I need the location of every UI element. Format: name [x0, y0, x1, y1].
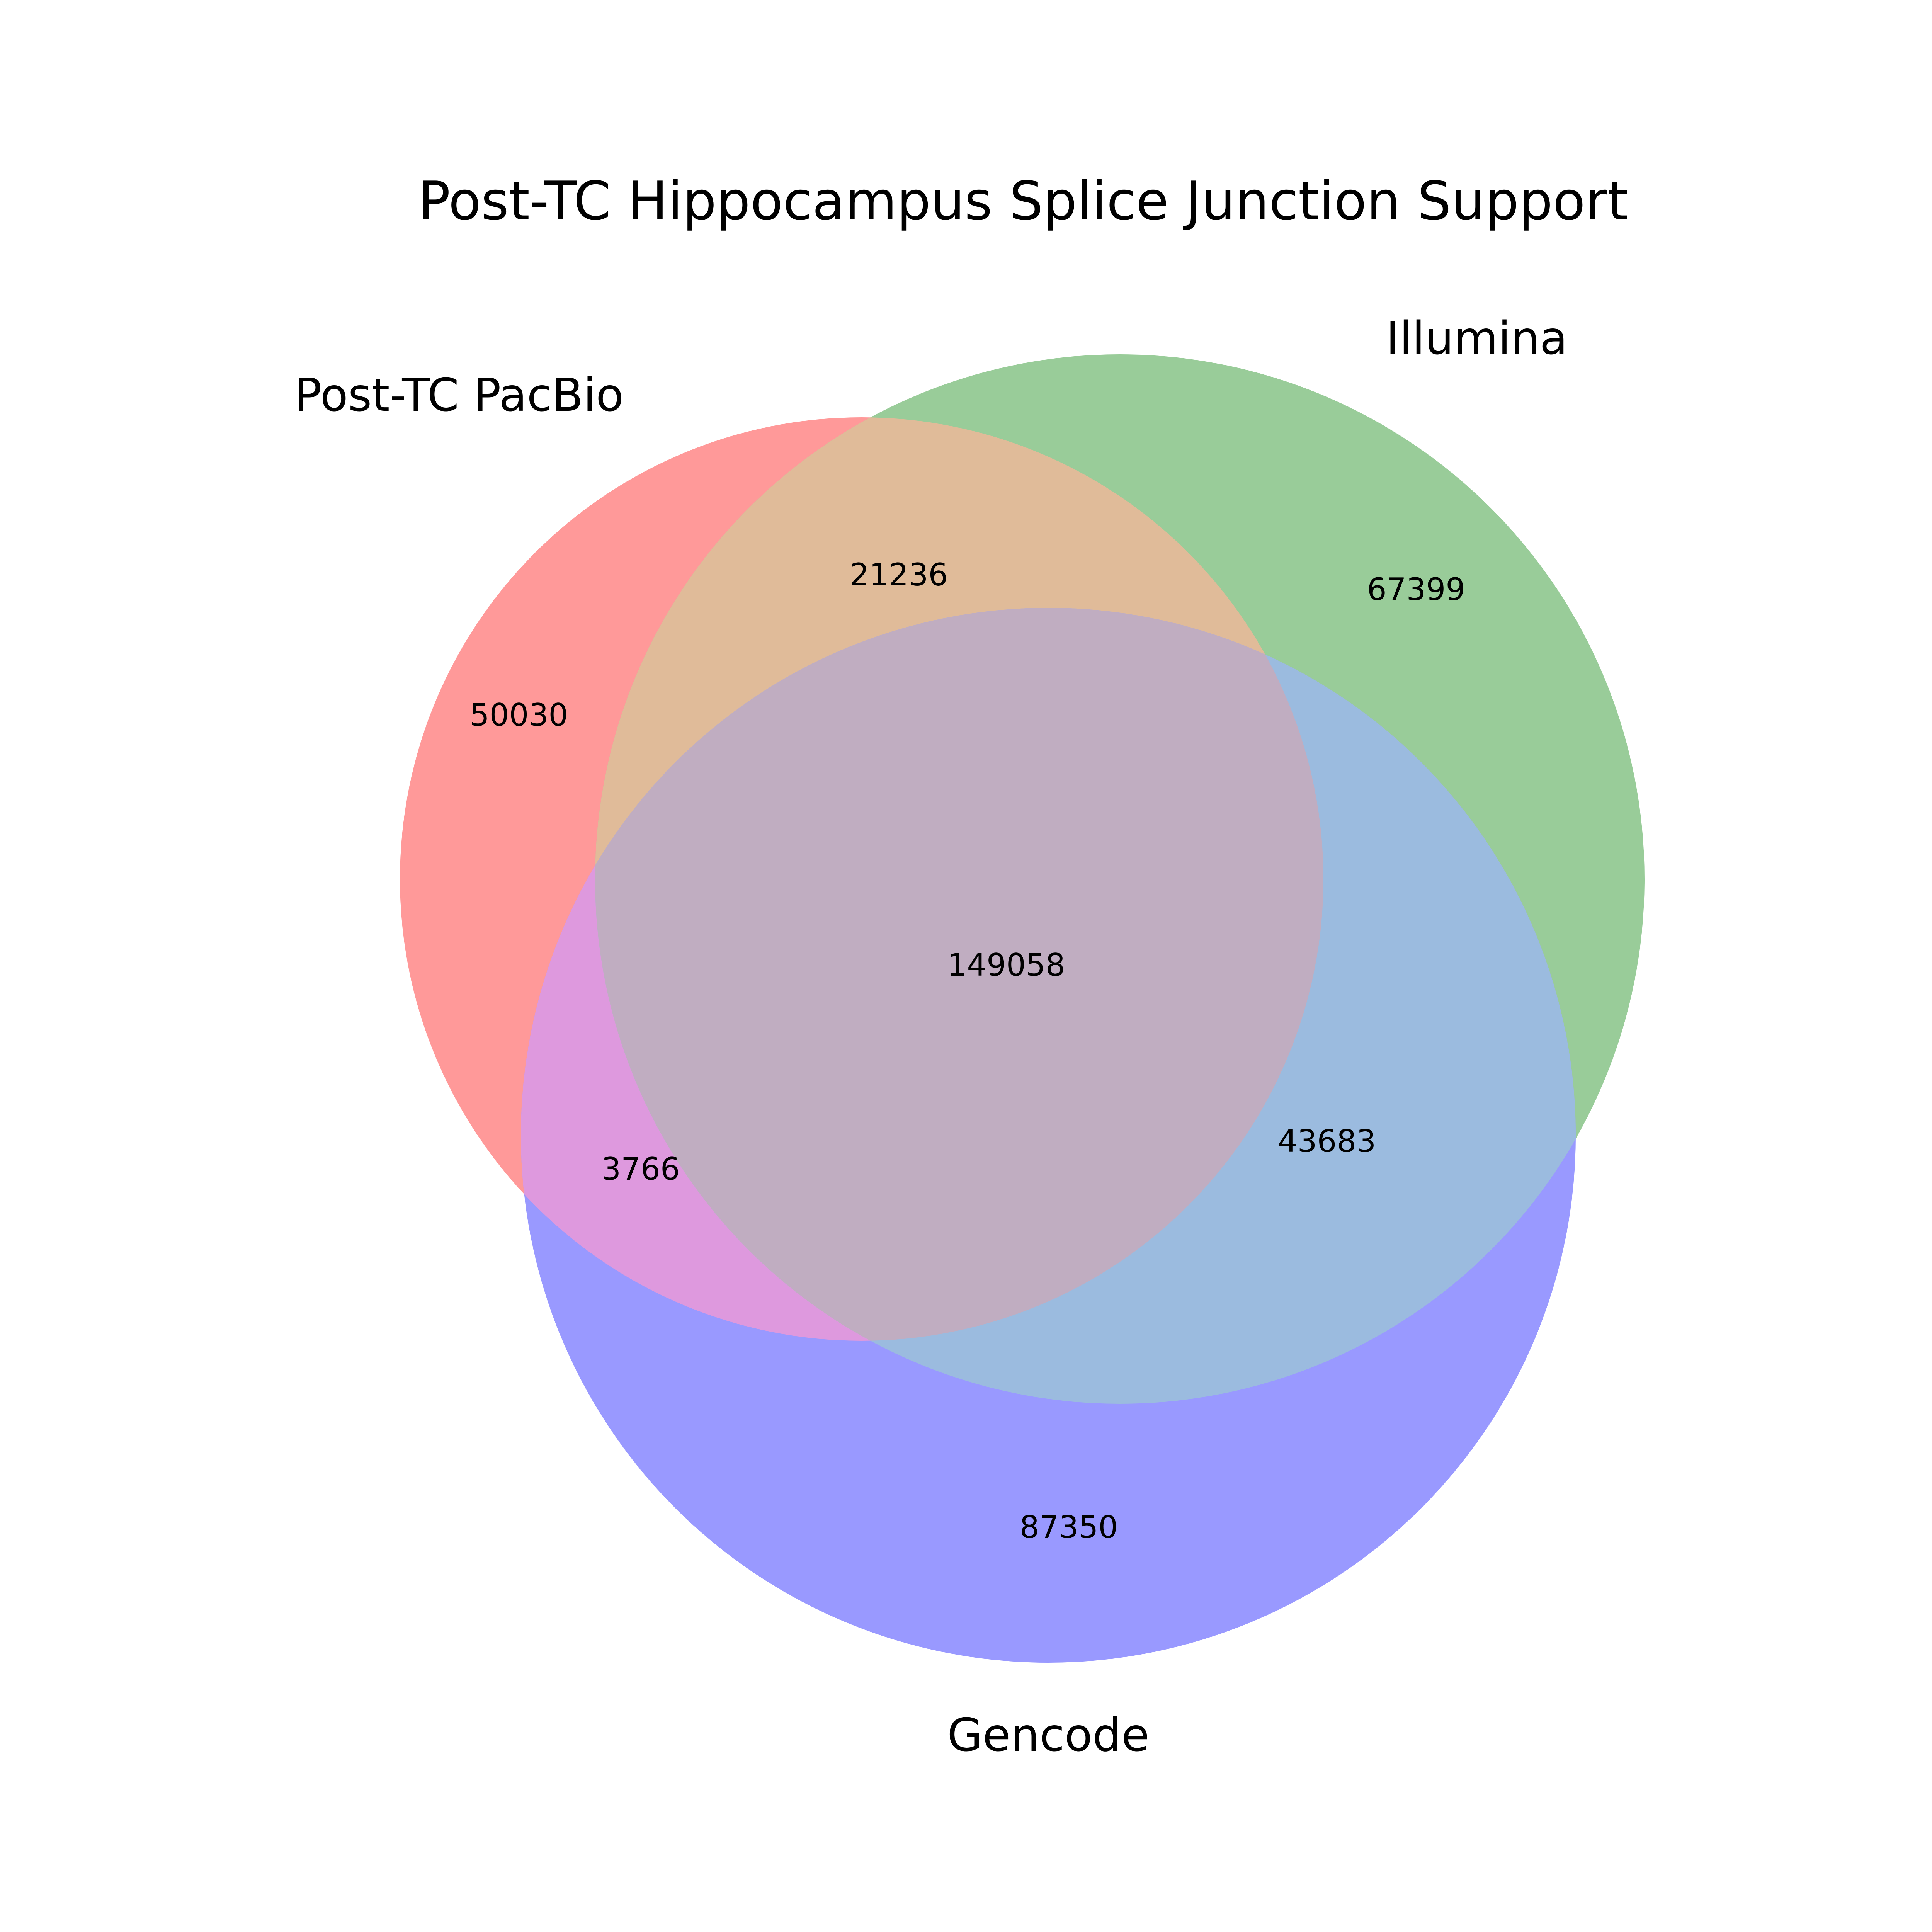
region-count-pacbio-illumina: 21236: [850, 557, 948, 593]
region-count-illumina-gencode: 43683: [1278, 1123, 1376, 1159]
venn-region-all-three: [595, 608, 1323, 1341]
region-count-pacbio-gencode: 3766: [601, 1151, 680, 1187]
region-count-illumina-only: 67399: [1367, 571, 1466, 607]
chart-title: Post-TC Hippocampus Splice Junction Supp…: [418, 170, 1628, 232]
set-label-pacbio: Post-TC PacBio: [294, 368, 624, 422]
region-count-gencode-only: 87350: [1020, 1509, 1118, 1545]
region-count-all-three: 149058: [947, 947, 1065, 983]
set-label-illumina: Illumina: [1386, 311, 1568, 365]
set-label-gencode: Gencode: [947, 1708, 1149, 1762]
region-count-pacbio-only: 50030: [470, 697, 568, 733]
